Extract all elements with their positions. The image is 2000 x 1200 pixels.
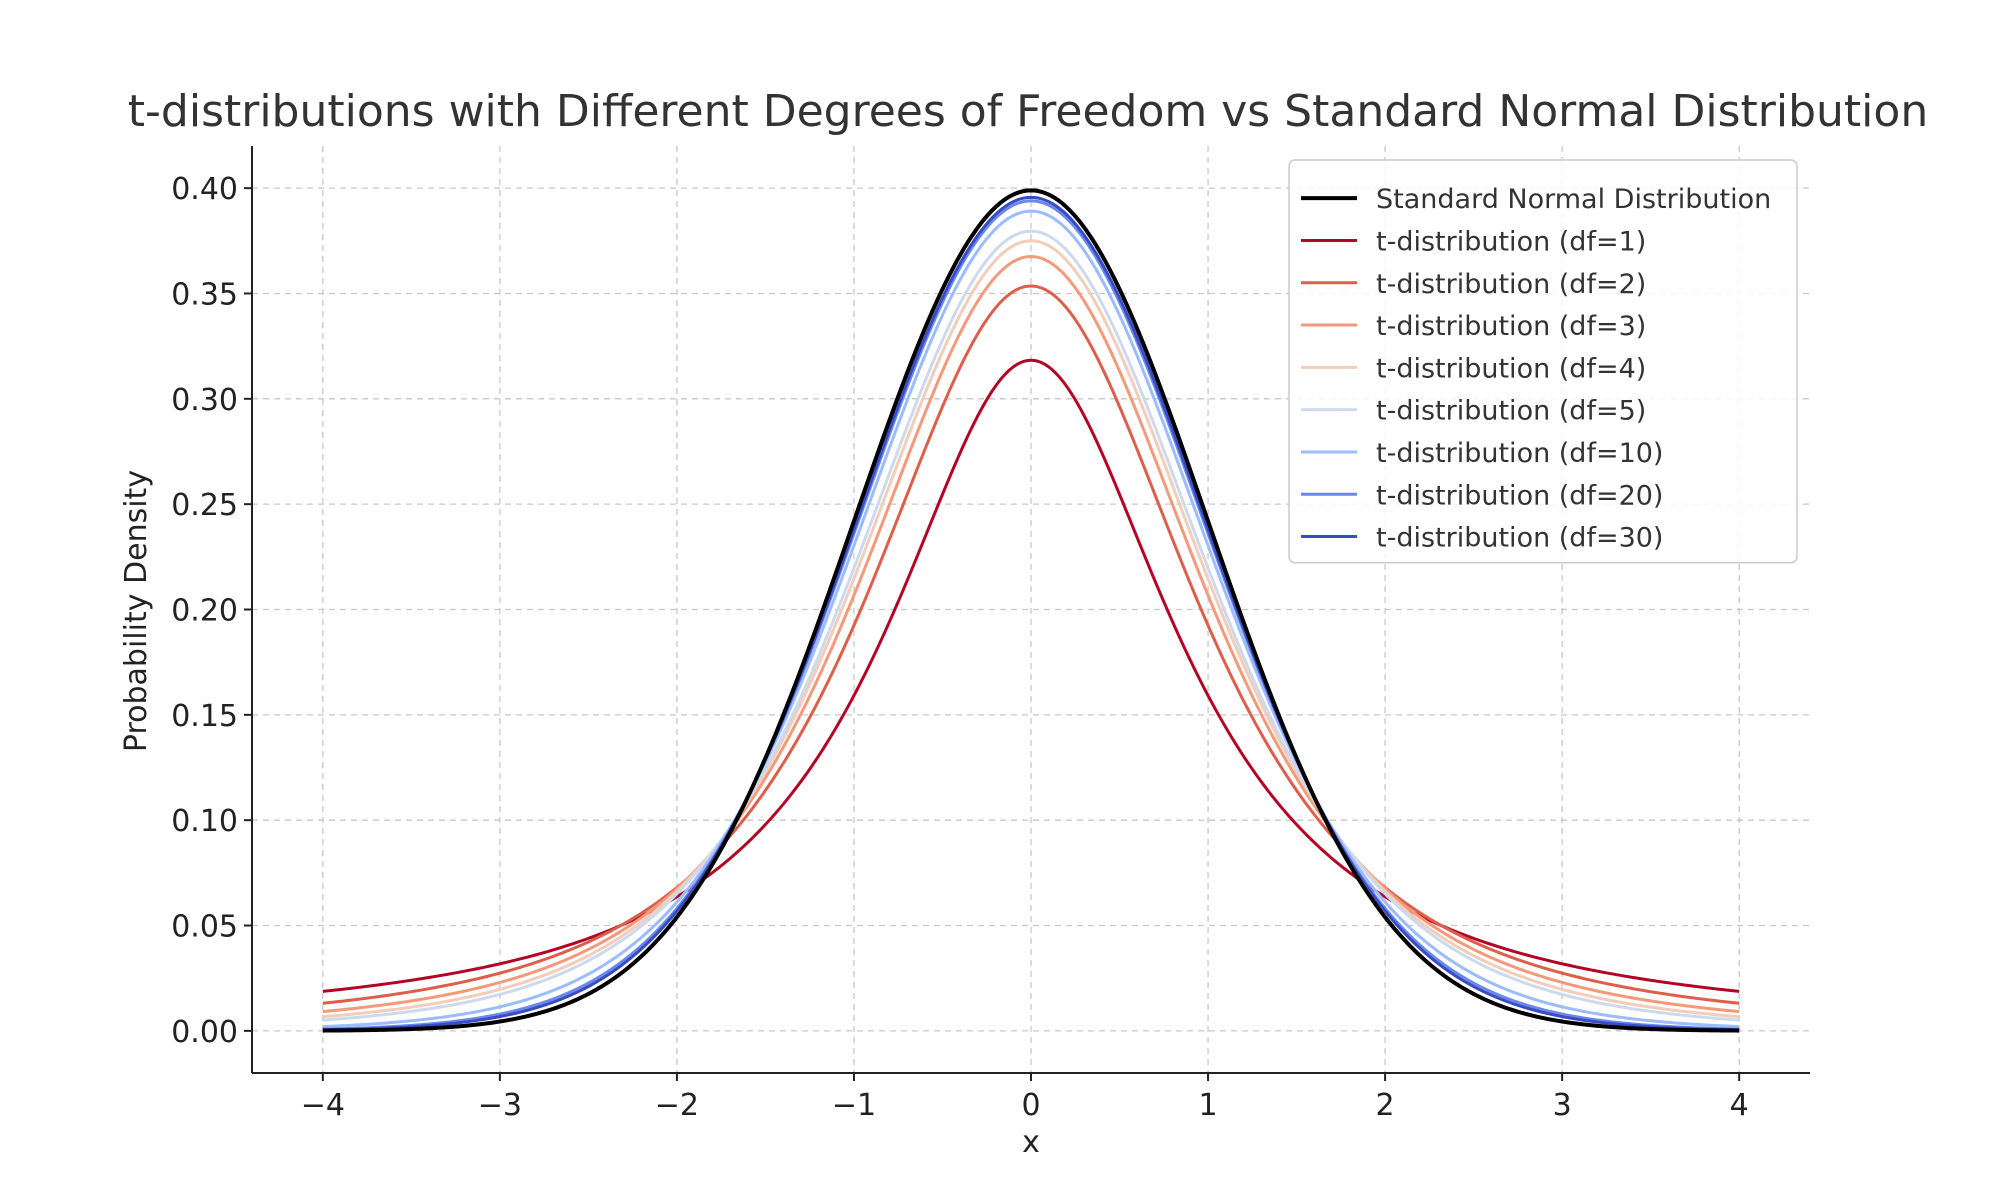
y-tick-label: 0.35	[171, 277, 238, 312]
y-tick-label: 0.20	[171, 594, 238, 629]
y-tick-label: 0.10	[171, 804, 238, 839]
legend-box	[1288, 159, 1798, 564]
x-tick-label: −2	[655, 1088, 699, 1123]
y-tick-label: 0.05	[171, 910, 238, 945]
legend-label: Standard Normal Distribution	[1376, 184, 1771, 215]
series-line-t-df-10	[322, 209, 1740, 1029]
x-tick-label: 0	[1021, 1088, 1040, 1123]
series-line-t-df-5	[322, 229, 1740, 1022]
x-tick-label: 1	[1198, 1088, 1217, 1123]
series-line-t-df-30	[322, 195, 1740, 1032]
chart-title: t-distributions with Different Degrees o…	[128, 86, 1928, 137]
y-tick-label: 0.40	[171, 172, 238, 207]
y-tick-label: 0.25	[171, 488, 238, 523]
x-tick-label: 3	[1553, 1088, 1572, 1123]
series-line-standard-normal	[322, 188, 1740, 1033]
x-ticks: −4 −3 −2 −1 0 1 2 3 4	[301, 1073, 1749, 1123]
series-lines	[322, 188, 1740, 1033]
legend-label: t-distribution (df=3)	[1376, 311, 1646, 342]
legend-label: t-distribution (df=5)	[1376, 396, 1646, 427]
y-axis-label: Probability Density	[119, 470, 154, 752]
legend-label: t-distribution (df=4)	[1376, 353, 1646, 384]
x-axis-label: x	[1022, 1125, 1040, 1160]
x-tick-label: 2	[1376, 1088, 1395, 1123]
y-tick-label: 0.00	[171, 1015, 238, 1050]
series-line-t-df-20	[322, 199, 1740, 1031]
legend-label: t-distribution (df=30)	[1376, 523, 1663, 554]
legend-label: t-distribution (df=1)	[1376, 226, 1646, 257]
legend-label: t-distribution (df=20)	[1376, 480, 1663, 511]
series-line-t-df-2	[322, 284, 1740, 1005]
series-line-t-df-3	[322, 255, 1740, 1014]
series-line-t-df-4	[322, 239, 1740, 1019]
x-tick-label: −4	[301, 1088, 345, 1123]
legend-label: t-distribution (df=2)	[1376, 269, 1646, 300]
y-ticks: 0.00 0.05 0.10 0.15 0.20 0.25 0.30 0.35 0.40	[171, 172, 252, 1050]
x-tick-label: 4	[1730, 1088, 1749, 1123]
x-tick-label: −3	[478, 1088, 522, 1123]
legend: Standard Normal Distribution t-distributi…	[1288, 159, 1798, 564]
y-tick-label: 0.15	[171, 699, 238, 734]
legend-label: t-distribution (df=10)	[1376, 438, 1663, 469]
y-tick-label: 0.30	[171, 383, 238, 418]
x-tick-label: −1	[832, 1088, 876, 1123]
series-line-t-df-1	[322, 358, 1740, 993]
